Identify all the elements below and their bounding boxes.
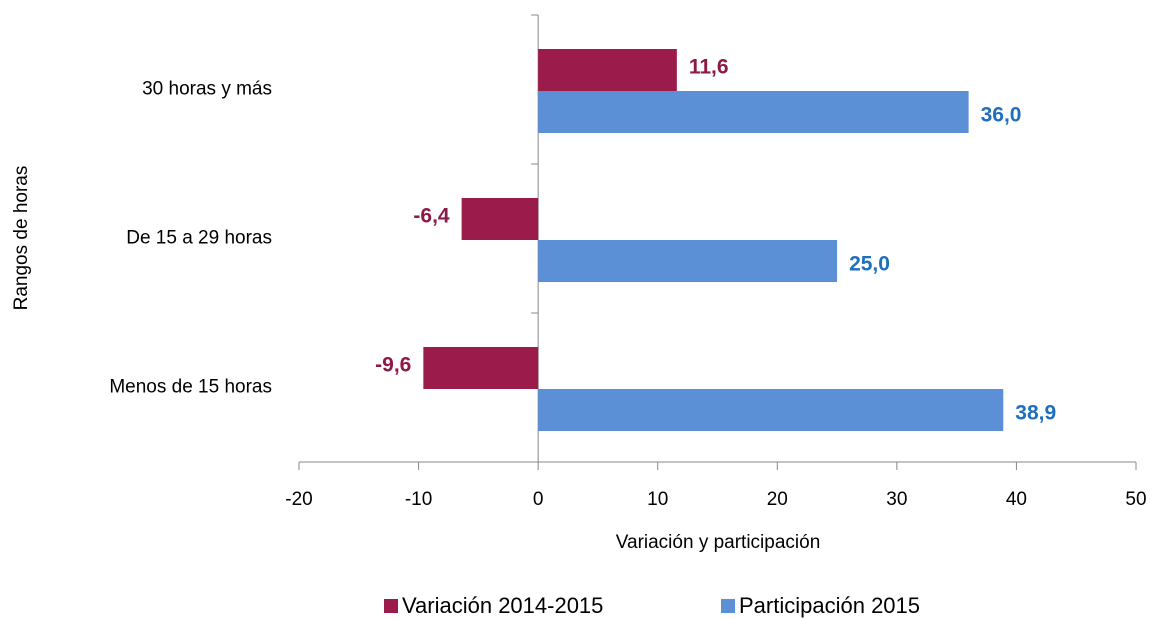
x-tick-label: 30 <box>886 489 907 510</box>
x-tick-label: -10 <box>405 489 432 510</box>
bar <box>538 389 1004 431</box>
x-tick-label: -20 <box>285 489 312 510</box>
legend-label: Participación 2015 <box>739 593 920 618</box>
x-axis-title: Variación y participación <box>616 532 821 553</box>
y-tick-label: Menos de 15 horas <box>109 377 272 398</box>
value-label: 36,0 <box>981 104 1022 127</box>
value-label: 38,9 <box>1015 402 1056 425</box>
x-tick-label: 0 <box>533 489 544 510</box>
y-axis-title: Rangos de horas <box>11 166 32 311</box>
bar <box>461 198 539 240</box>
value-label: 11,6 <box>689 56 729 79</box>
value-label: 25,0 <box>849 253 890 276</box>
x-tick-label: 50 <box>1125 489 1146 510</box>
x-tick-label: 20 <box>767 489 788 510</box>
legend-swatch <box>721 599 735 613</box>
x-tick-label: 10 <box>647 489 668 510</box>
x-tick-label: 40 <box>1006 489 1027 510</box>
y-tick-label: De 15 a 29 horas <box>126 228 272 249</box>
bar <box>538 240 838 282</box>
legend-label: Variación 2014-2015 <box>402 593 603 618</box>
value-label: -6,4 <box>413 205 450 228</box>
bar <box>538 91 969 133</box>
bar <box>538 49 677 91</box>
value-label: -9,6 <box>375 354 411 377</box>
legend-swatch <box>384 599 398 613</box>
bar <box>423 347 539 389</box>
y-tick-label: 30 horas y más <box>142 79 272 100</box>
